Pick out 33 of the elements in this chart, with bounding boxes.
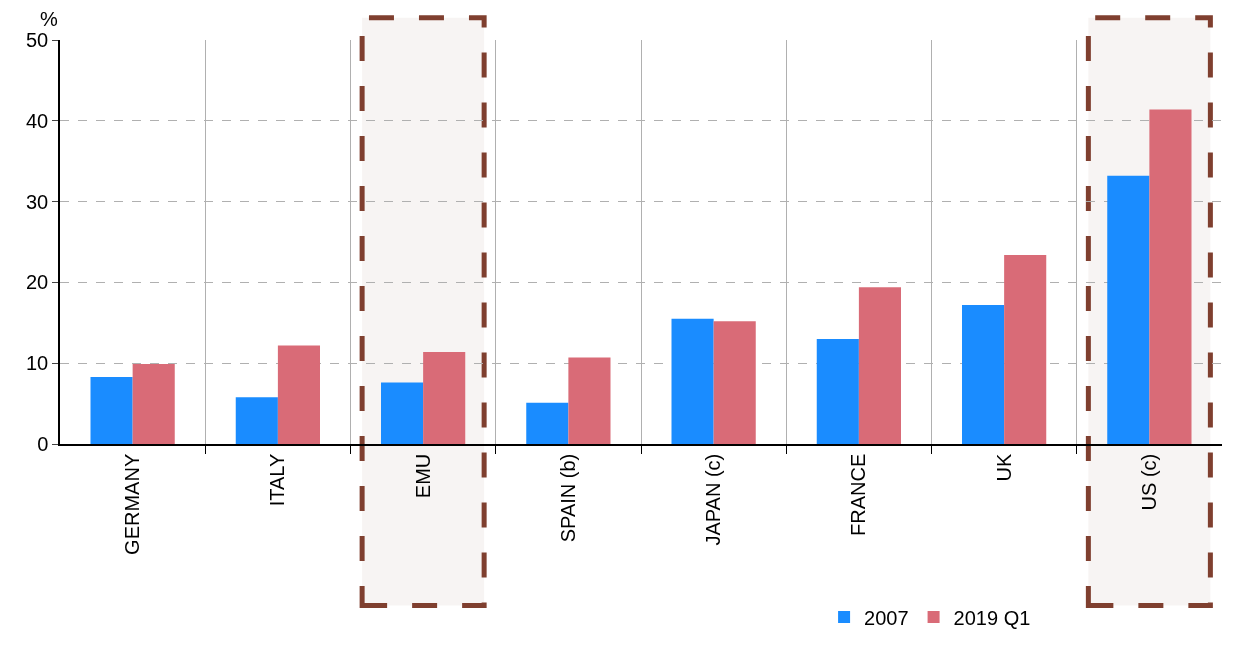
y-tick-label: 10 <box>26 352 49 375</box>
x-tick-label: FRANCE <box>847 453 870 536</box>
bar <box>277 345 320 444</box>
bar <box>1004 254 1047 444</box>
y-tick-label: 30 <box>26 190 49 213</box>
bar <box>1107 175 1150 444</box>
bar <box>90 376 133 444</box>
bar <box>235 397 278 444</box>
y-tick-label: 0 <box>37 433 49 455</box>
legend-label: 2007 <box>864 606 909 629</box>
bar <box>962 305 1005 444</box>
bar <box>568 357 611 444</box>
bar <box>423 351 466 444</box>
bar <box>858 287 901 444</box>
bar <box>1149 109 1192 444</box>
x-tick-label: ITALY <box>266 453 289 507</box>
bar <box>671 318 714 444</box>
bar <box>381 382 424 444</box>
y-tick-label: 50 <box>26 29 49 51</box>
x-tick-label: UK <box>992 453 1015 482</box>
y-axis-title: % <box>40 8 58 30</box>
y-tick-label: 40 <box>26 109 49 132</box>
x-tick-label: GERMANY <box>121 453 144 555</box>
bar <box>132 364 175 444</box>
bar <box>816 338 859 444</box>
x-tick-label: SPAIN (b) <box>556 453 579 543</box>
y-tick-label: 20 <box>26 271 49 294</box>
bar <box>713 321 756 444</box>
x-tick-label: JAPAN (c) <box>702 453 725 546</box>
x-tick-label: EMU <box>411 453 434 499</box>
x-tick-label: US (c) <box>1137 453 1160 511</box>
legend-label: 2019 Q1 <box>953 606 1031 629</box>
bar <box>526 402 569 444</box>
